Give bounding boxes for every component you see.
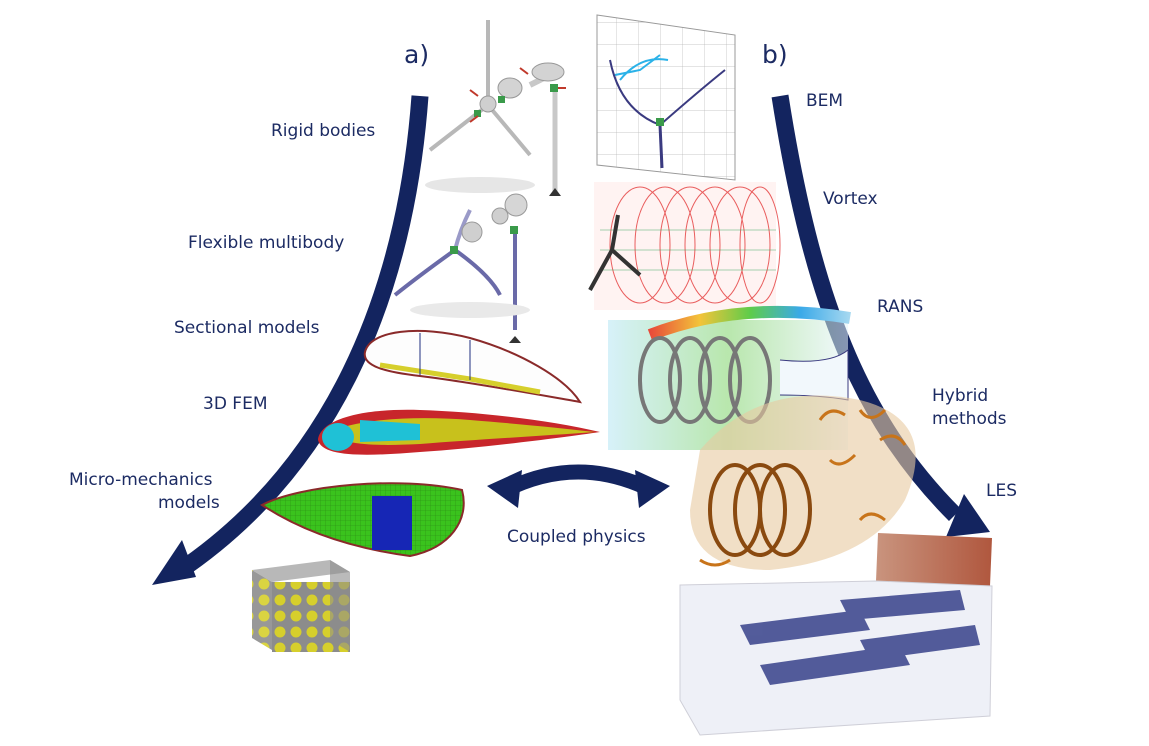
fem-blade: [318, 409, 600, 455]
label-coupled-physics: Coupled physics: [507, 527, 646, 547]
flexible-multibody-sketch: [393, 193, 530, 343]
label-les: LES: [986, 481, 1018, 501]
rigid-body-sketch: [425, 20, 566, 196]
label-flexible-multibody: Flexible multibody: [188, 233, 345, 253]
airfoil-section: [363, 329, 583, 404]
label-micro-mechanics-1: Micro-mechanics: [69, 470, 213, 490]
label-hybrid-2: methods: [932, 409, 1007, 429]
label-hybrid-1: Hybrid: [932, 386, 989, 406]
label-rigid-bodies: Rigid bodies: [271, 121, 376, 141]
vortex-wake: [588, 182, 781, 310]
bem-grid: [596, 14, 736, 181]
label-micro-mechanics-2: models: [158, 493, 220, 513]
hybrid-cloud: [690, 395, 916, 570]
label-bem: BEM: [806, 91, 844, 111]
composite-cube: [252, 560, 350, 652]
label-3d-fem: 3D FEM: [203, 394, 268, 414]
panel-label-a: a): [404, 40, 430, 69]
panel-label-b: b): [762, 40, 788, 69]
structural-arrow: [152, 95, 429, 585]
mesh-section: [260, 482, 465, 558]
label-rans: RANS: [877, 297, 924, 317]
label-vortex: Vortex: [823, 189, 878, 209]
les-box: [679, 533, 993, 736]
label-sectional-models: Sectional models: [174, 318, 320, 338]
coupling-arrow: [487, 464, 670, 508]
